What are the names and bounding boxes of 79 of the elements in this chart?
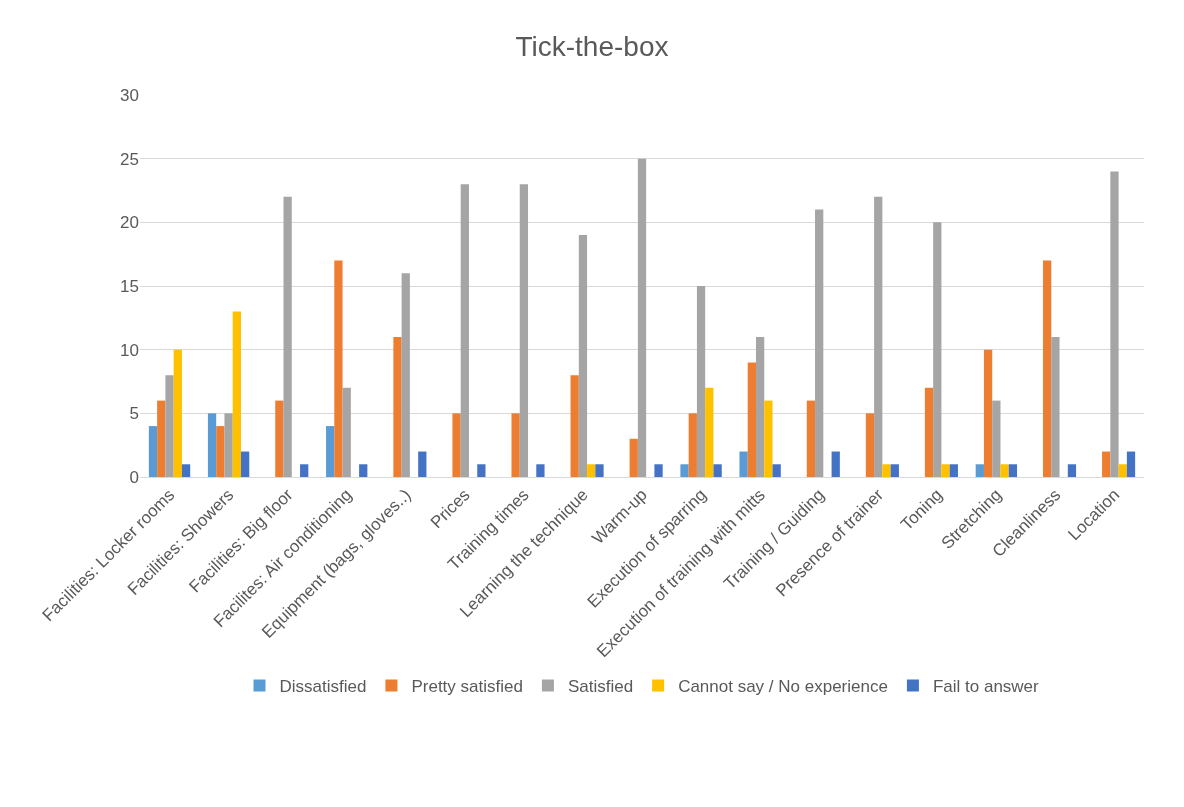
bar (460, 184, 469, 477)
bar (232, 311, 241, 477)
bar (359, 464, 368, 477)
bar (1102, 451, 1111, 477)
bar (629, 438, 638, 477)
bar (1051, 336, 1060, 477)
bar (654, 464, 663, 477)
y-tick-label: 10 (120, 340, 139, 360)
y-tick-label: 5 (129, 404, 139, 424)
bar (283, 196, 292, 477)
bar (240, 451, 250, 477)
chart-title: Tick-the-box (515, 30, 669, 62)
bar (1067, 464, 1077, 477)
bar (882, 464, 891, 477)
legend-label: Satisfied (567, 677, 634, 697)
y-tick-label: 15 (120, 276, 139, 296)
bar (831, 451, 840, 477)
bar (477, 464, 486, 477)
bar (418, 451, 427, 477)
bar (637, 158, 647, 477)
bar (680, 464, 689, 477)
bar (1126, 451, 1136, 477)
bar (739, 451, 748, 477)
bar (401, 273, 410, 477)
bar (157, 400, 166, 477)
bar (815, 209, 824, 477)
bar (578, 235, 588, 477)
bar (511, 413, 520, 477)
legend-label: Cannot say / No experience (678, 677, 888, 697)
bar (755, 336, 765, 477)
bar (992, 400, 1001, 477)
bar (300, 464, 309, 477)
bar (890, 464, 899, 477)
bar (595, 464, 604, 477)
bar (975, 464, 984, 477)
bar (224, 413, 233, 477)
bar (865, 413, 875, 477)
bar (705, 387, 714, 477)
bar (148, 426, 158, 477)
bar (747, 362, 756, 477)
bar (1008, 464, 1018, 477)
y-tick-label: 20 (120, 213, 139, 233)
bar (713, 464, 722, 477)
bar (764, 400, 773, 477)
bar (452, 413, 461, 477)
bar (216, 426, 225, 477)
legend-label: Fail to answer (932, 677, 1040, 697)
bar (207, 413, 217, 477)
bar (983, 349, 993, 477)
bar (924, 387, 934, 477)
bar (570, 375, 579, 477)
bar (326, 426, 335, 477)
bar (941, 464, 950, 477)
legend-label: Dissatisfied (279, 677, 367, 697)
bar (1110, 171, 1119, 477)
y-tick-label: 0 (129, 467, 139, 487)
bar (587, 464, 596, 477)
bar (1118, 464, 1127, 477)
bar (275, 400, 284, 477)
bar (334, 260, 343, 477)
bar (696, 286, 706, 477)
y-tick-label: 30 (120, 85, 139, 105)
bar (949, 464, 958, 477)
bar (173, 349, 182, 477)
bar (806, 400, 816, 477)
bar (1043, 260, 1052, 477)
y-tick-label: 25 (120, 149, 139, 169)
bar (165, 375, 174, 477)
bar (874, 196, 883, 477)
bar (933, 222, 942, 477)
bar (772, 464, 781, 477)
bar (536, 464, 545, 477)
bar (393, 336, 402, 477)
bar (342, 387, 351, 477)
legend-label: Pretty satisfied (411, 677, 523, 697)
bar (1000, 464, 1009, 477)
bar (181, 464, 191, 477)
bar (688, 413, 697, 477)
bar (519, 184, 529, 477)
